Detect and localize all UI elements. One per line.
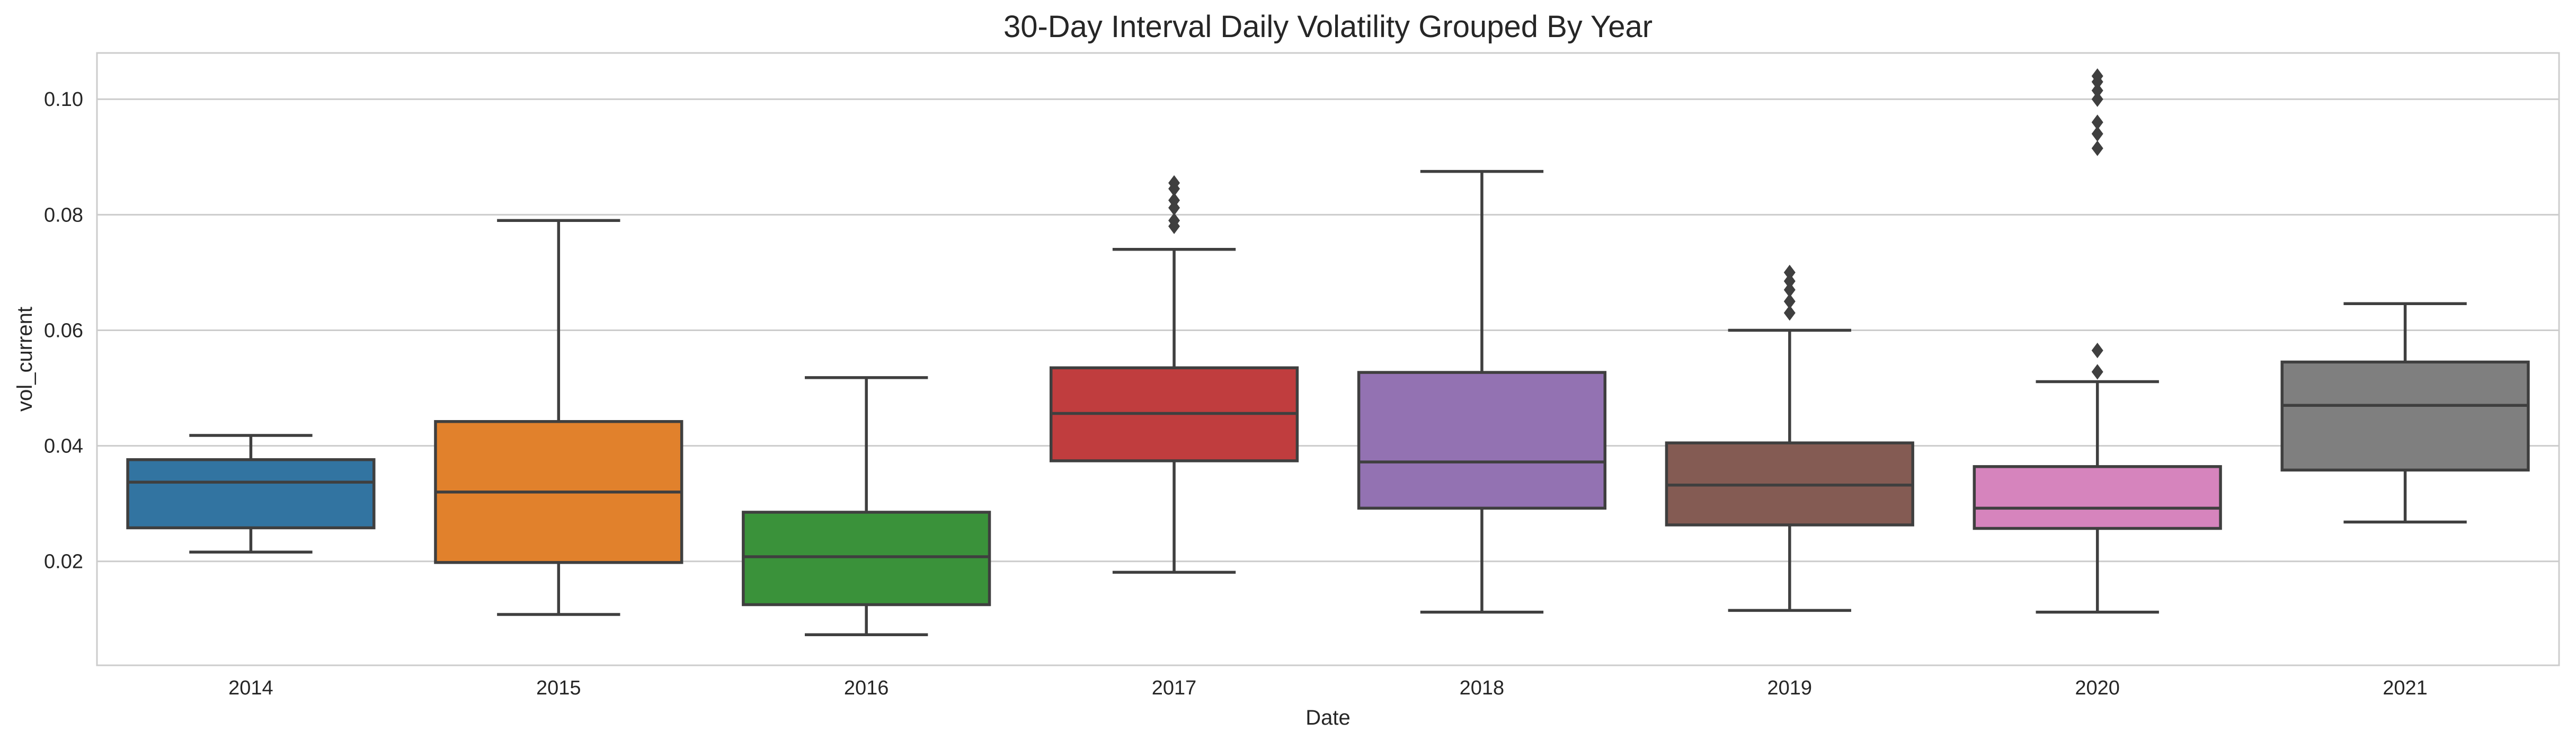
outlier-point — [2091, 114, 2103, 130]
iqr-box — [2280, 360, 2530, 472]
tick-labels: 0.02 0.04 0.06 0.08 0.10 2014 2015 2016 2017 2018… — [44, 88, 2428, 699]
box-2015 — [434, 219, 683, 616]
outlier-point — [1783, 273, 1796, 289]
outlier-point — [1168, 192, 1180, 208]
box-2016 — [742, 376, 991, 636]
box-2021 — [2280, 302, 2530, 524]
x-tick-label: 2014 — [228, 677, 273, 699]
x-axis-label: Date — [1305, 706, 1351, 729]
x-tick-label: 2017 — [1152, 677, 1197, 699]
plot-frame — [96, 52, 2560, 666]
outlier-point — [2091, 342, 2103, 359]
iqr-box — [742, 511, 991, 607]
iqr-box — [1973, 465, 2222, 530]
chart-title: 30-Day Interval Daily Volatility Grouped… — [1003, 10, 1653, 44]
y-axis-label: vol_current — [13, 307, 37, 412]
y-tick-label: 0.04 — [44, 435, 83, 458]
y-tick-label: 0.08 — [44, 204, 83, 226]
x-tick-label: 2015 — [536, 677, 581, 699]
iqr-box — [1357, 371, 1607, 510]
outlier-point — [1168, 212, 1180, 228]
y-tick-label: 0.02 — [44, 551, 83, 573]
x-tick-label: 2016 — [844, 677, 889, 699]
outlier-point — [2091, 126, 2103, 142]
y-tick-label: 0.10 — [44, 88, 83, 111]
box-2017 — [1049, 175, 1299, 574]
box-2014 — [126, 434, 376, 554]
outlier-point — [1783, 282, 1796, 298]
outlier-point — [2091, 68, 2103, 84]
outlier-point — [2091, 140, 2103, 156]
box-2020 — [1973, 68, 2222, 614]
iqr-box — [126, 458, 376, 530]
box-2018 — [1357, 170, 1607, 614]
x-tick-label: 2018 — [1460, 677, 1505, 699]
outlier-point — [1168, 175, 1180, 191]
outlier-point — [1783, 264, 1796, 281]
x-tick-label: 2019 — [1767, 677, 1813, 699]
x-tick-label: 2020 — [2075, 677, 2120, 699]
outlier-point — [2091, 91, 2103, 107]
y-tick-label: 0.06 — [44, 319, 83, 342]
x-tick-label: 2021 — [2383, 677, 2428, 699]
outlier-point — [2091, 364, 2103, 380]
outlier-point — [2091, 83, 2103, 99]
box-series — [126, 68, 2530, 636]
box-2019 — [1665, 264, 1914, 612]
outlier-point — [1783, 305, 1796, 321]
outlier-point — [1783, 293, 1796, 309]
